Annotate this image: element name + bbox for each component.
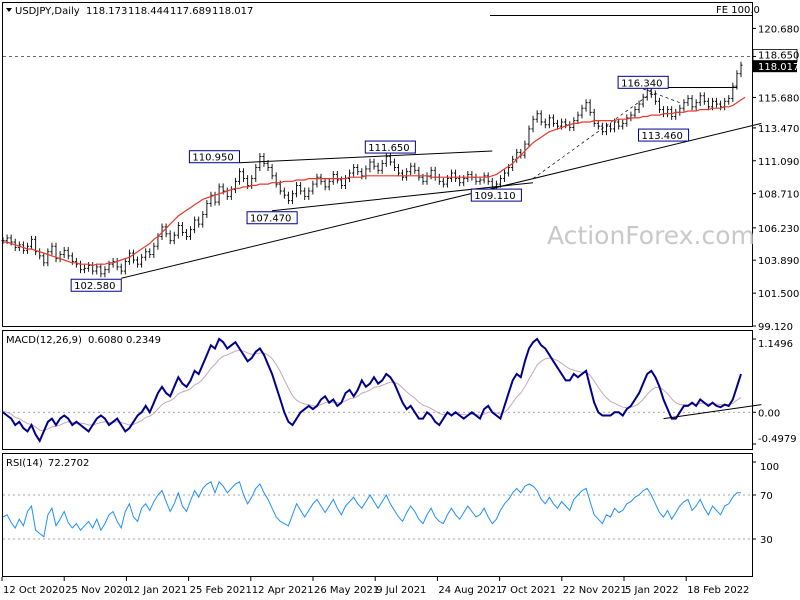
x-tick-label: 5 Jan 2022 [625, 585, 679, 596]
trendline [272, 182, 534, 212]
price-tick-label: 115.680 [758, 93, 799, 104]
price-tick-label: 118.017 [758, 62, 799, 73]
macd-signal-line [2, 349, 742, 432]
price-tick-label: 101.500 [758, 289, 799, 300]
macd-signal-value: 0.2349 [126, 335, 161, 346]
level-annotation-box [470, 188, 522, 202]
level-annotation-label: 111.650 [368, 143, 409, 154]
macd-header: MACD(12,26,9) 0.6080 0.2349 [6, 335, 161, 346]
x-tick-label: 25 Feb 2021 [190, 585, 252, 596]
level-annotation-label: 110.950 [192, 153, 233, 164]
price-tick-label: 118.650 [758, 50, 799, 61]
ohlc-high: 118.444 [128, 6, 169, 17]
rsi-value: 72.2702 [48, 458, 89, 469]
x-tick-label: 18 Feb 2022 [687, 585, 749, 596]
price-tick-label: 106.230 [758, 224, 799, 235]
macd-value: 0.6080 [88, 335, 123, 346]
level-annotation-box [364, 140, 416, 154]
price-tick-label: 120.680 [758, 24, 799, 35]
macd-name: MACD(12,26,9) [6, 335, 82, 346]
rsi-header: RSI(14) 72.2702 [6, 458, 89, 469]
rsi-panel [2, 453, 753, 577]
level-annotation-label: 113.460 [641, 131, 682, 142]
symbol-label: USDJPY,Daily [15, 6, 80, 17]
x-tick-label: 24 Aug 2021 [438, 585, 502, 596]
current-price-box [753, 60, 797, 73]
trendline [239, 150, 493, 164]
x-tick-label: 25 Nov 2020 [65, 585, 129, 596]
x-tick-label: 7 Oct 2021 [501, 585, 556, 596]
fe-label: FE 100.0 [716, 5, 760, 16]
rsi-line [2, 480, 741, 538]
price-tick-label: 113.470 [758, 124, 799, 135]
macd-trendline [663, 404, 762, 420]
x-tick-label: 12 Apr 2021 [252, 585, 314, 596]
level-annotation-box [617, 75, 669, 89]
ohlc-open: 118.173 [86, 6, 127, 17]
x-tick-label: 26 May 2021 [314, 585, 379, 596]
x-tick-label: 22 Nov 2021 [563, 585, 627, 596]
trendline [532, 89, 656, 179]
rsi-tick-label: 30 [760, 535, 773, 546]
ohlc-low: 117.689 [170, 6, 211, 17]
macd-tick-label: 0.00 [758, 408, 780, 419]
rsi-name: RSI(14) [6, 458, 43, 469]
level-annotation-box [246, 211, 298, 225]
x-tick-label: 9 Jul 2021 [376, 585, 426, 596]
macd-tick-label: -0.4979 [758, 434, 797, 445]
level-annotation-label: 107.470 [250, 214, 291, 225]
x-tick-label: 12 Jan 2021 [127, 585, 187, 596]
price-header: USDJPY,Daily 118.173 118.444 117.689 118… [6, 6, 253, 17]
level-annotation-box [70, 278, 122, 292]
level-annotation-box [188, 150, 240, 164]
price-tick-label: 108.710 [758, 190, 799, 201]
dropdown-triangle-icon [6, 8, 12, 12]
rsi-tick-label: 70 [760, 491, 773, 502]
level-annotation-label: 116.340 [621, 78, 662, 89]
price-tick-label: 103.890 [758, 256, 799, 267]
macd-line [2, 337, 742, 444]
level-annotation-label: 102.580 [74, 281, 115, 292]
ohlc-close: 118.017 [212, 6, 253, 17]
macd-tick-label: 1.1496 [758, 339, 793, 350]
trendline [121, 122, 762, 279]
level-annotation-label: 109.110 [474, 191, 515, 202]
x-tick-label: 12 Oct 2020 [3, 585, 65, 596]
watermark: ActionForex.com [547, 221, 755, 250]
price-panel [2, 2, 753, 327]
rsi-tick-label: 100 [760, 462, 779, 473]
trendline [643, 88, 680, 104]
price-tick-label: 99.120 [758, 322, 793, 333]
price-tick-label: 111.090 [758, 157, 799, 168]
moving-average-line [3, 96, 746, 267]
level-annotation-box [637, 128, 690, 142]
